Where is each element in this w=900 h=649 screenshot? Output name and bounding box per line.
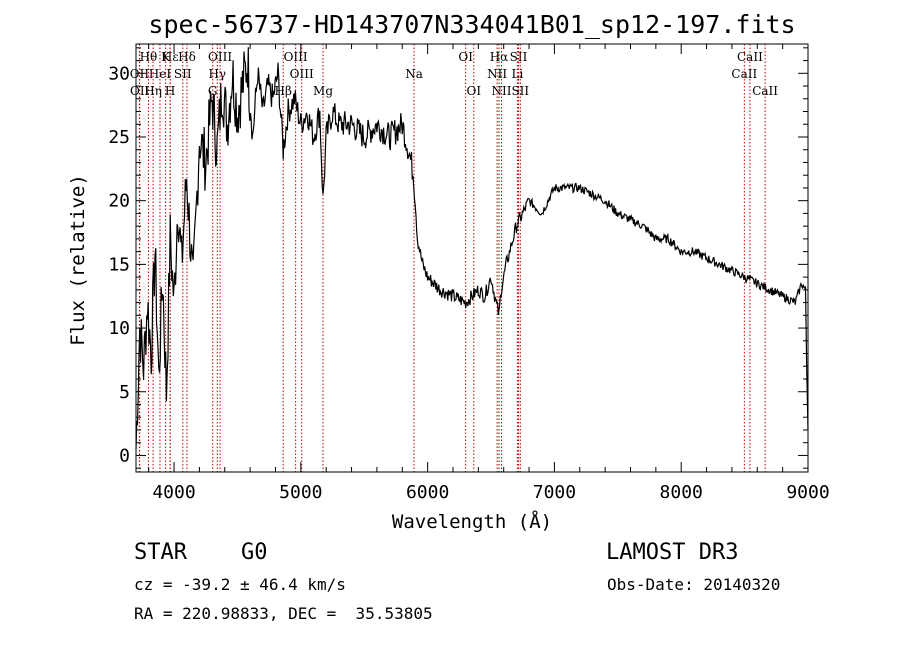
spectral-line-label: H [165,84,175,98]
spectral-line-label: Hθ [140,50,158,64]
y-tick-label: 20 [108,191,130,212]
spectral-line-label: NII [487,67,507,81]
x-tick-label: 5000 [279,482,322,503]
x-tick-label: 7000 [533,482,576,503]
spectral-line-label: SII [174,67,192,81]
spectral-line-label: OIII [290,67,314,81]
y-tick-label: 10 [108,318,130,339]
x-tick-label: 6000 [406,482,449,503]
spectral-line-label: CaII [731,67,757,81]
x-tick-label: 8000 [660,482,703,503]
object-subclass: G0 [241,540,268,565]
x-axis-label: Wavelength (Å) [392,510,552,533]
y-tick-label: 30 [108,63,130,84]
spectral-line-label: Hα [490,50,509,64]
spectral-line-label: Hβ [275,84,292,98]
spectral-line-label: G [208,84,218,98]
flux-series-line [135,47,809,450]
spectral-line-label: OII [130,84,150,98]
chart-title: spec-56737-HD143707N334041B01_sp12-197.f… [148,10,795,39]
spectral-line-label: OIII [284,50,308,64]
survey-name: LAMOST DR3 [606,540,739,565]
coordinates: RA = 220.98833, DEC = 35.53805 [134,604,433,623]
spectral-line-label: HeI [149,67,172,81]
spectral-line-label: Na [405,67,423,81]
y-tick-label: 0 [119,445,130,466]
y-axis-label: Flux (relative) [67,174,89,346]
y-tick-label: 25 [108,127,130,148]
spectral-line-label: OI [466,84,481,98]
x-tick-label: 9000 [786,482,829,503]
x-tick-label: 4000 [152,482,195,503]
spectral-line-label: Hγ [208,67,226,81]
y-tick-label: 5 [119,382,130,403]
obs-date: Obs-Date: 20140320 [607,575,781,594]
spectral-line-label: Hδ [178,50,196,64]
spectral-line-label: OII [130,67,150,81]
spectral-line-label: Li [511,67,523,81]
spectral-line-label: SII [511,84,529,98]
y-tick-label: 15 [108,254,130,275]
object-class: STAR [134,540,187,565]
spectral-line-label: Hη [144,84,162,98]
spectral-line-label: NII [492,84,512,98]
plot-frame [135,43,809,473]
spectral-line-label: CaII [737,50,763,64]
spectral-line-label: K [161,50,171,64]
redshift-value: cz = -39.2 ± 46.4 km/s [134,575,346,594]
axis-ticks: 4000 5000 6000 7000 8000 9000 0 5 10 15 20 25 30 [108,44,830,503]
spectral-line-label: CaII [752,84,778,98]
spectral-line-label: OI [458,50,473,64]
spectral-line-label: SII [510,50,528,64]
spectral-line-label: OIII [208,50,232,64]
spectral-line-label: Mg [313,84,333,98]
